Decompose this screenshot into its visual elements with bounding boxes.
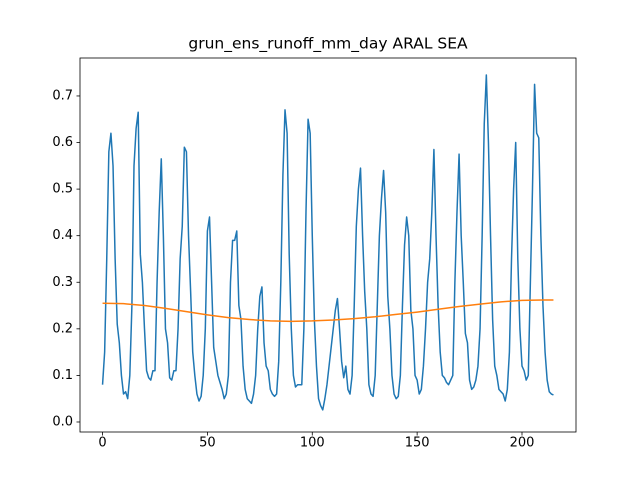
x-tick-label: 50	[199, 436, 216, 451]
y-tick-label: 0.2	[52, 321, 73, 336]
y-tick-label: 0.3	[52, 275, 73, 290]
x-tick-label: 0	[98, 436, 106, 451]
x-tick-label: 150	[405, 436, 430, 451]
axes-frame	[79, 57, 577, 433]
y-tick-label: 0.1	[52, 368, 73, 383]
y-tick-label: 0.4	[52, 228, 73, 243]
y-tick-label: 0.7	[52, 88, 73, 103]
series-line	[102, 299, 554, 323]
y-tick-label: 0.0	[52, 414, 73, 429]
y-tick-label: 0.6	[52, 135, 73, 150]
chart-title: grun_ens_runoff_mm_day ARAL SEA	[188, 35, 468, 54]
x-tick-label: 100	[300, 436, 325, 451]
x-tick-label: 200	[510, 436, 535, 451]
y-tick-label: 0.5	[52, 182, 73, 197]
series-line	[101, 74, 554, 411]
